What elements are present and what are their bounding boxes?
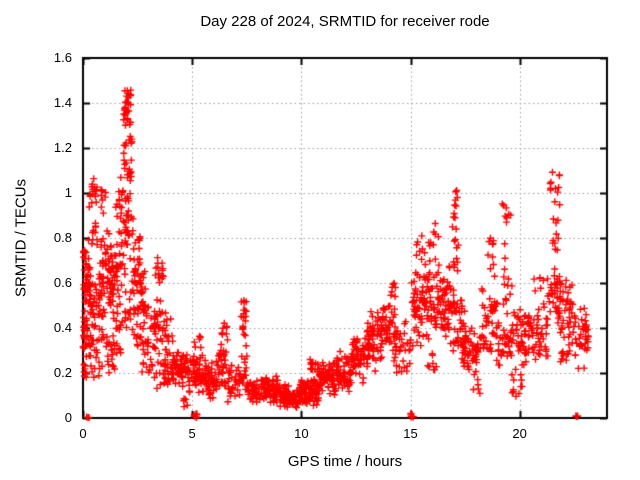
chart-title: Day 228 of 2024, SRMTID for receiver rod… <box>200 13 490 30</box>
y-tick-label: 0.4 <box>53 320 72 335</box>
x-tick-label: 5 <box>188 426 196 441</box>
y-tick-label: 1.6 <box>53 50 72 65</box>
y-tick-label: 0.8 <box>53 230 72 245</box>
y-tick-label: 1.2 <box>53 140 72 155</box>
x-axis-label: GPS time / hours <box>287 453 403 470</box>
x-tick-label: 0 <box>79 426 87 441</box>
y-tick-label: 1 <box>64 185 72 200</box>
y-tick-label: 0.6 <box>53 275 72 290</box>
x-tick-label: 10 <box>294 426 309 441</box>
x-tick-label: 15 <box>403 426 418 441</box>
y-tick-label: 0.2 <box>53 365 72 380</box>
y-tick-label: 0 <box>64 410 72 425</box>
x-tick-label: 20 <box>512 426 527 441</box>
y-tick-label: 1.4 <box>53 95 72 110</box>
